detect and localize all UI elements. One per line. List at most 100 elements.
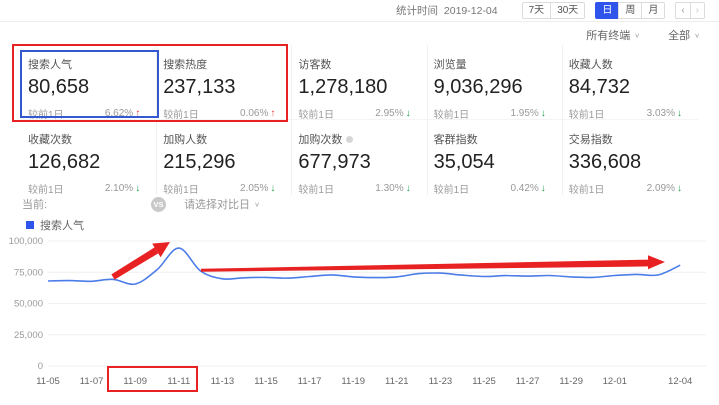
x-axis-tick-label: 11-13 [211, 376, 235, 387]
x-axis-tick-label: 11-25 [472, 376, 496, 387]
metric-label: 浏览量 [433, 59, 467, 71]
next-button[interactable]: › [689, 2, 705, 19]
metric-card-7[interactable]: 加购人数 215,296 较前1日 2.05% ↓ [157, 120, 293, 196]
compare-period-label: 较前1日 [298, 110, 334, 121]
metric-label: 访客数 [298, 59, 332, 71]
trend-down-icon: ↓ [540, 183, 546, 194]
compare-period-label: 较前1日 [568, 110, 605, 121]
topbar: 统计时间 2019-12-04 7天 30天 日周月 ‹ › [0, 0, 719, 22]
metric-value: 237,133 [163, 76, 236, 98]
range-button-3[interactable]: 日 [595, 2, 620, 19]
metric-card-8[interactable]: 加购次数 677,973 较前1日 1.30% ↓ [292, 120, 428, 196]
chevron-down-icon: ∨ [694, 31, 700, 39]
metric-card-4[interactable]: 浏览量 9,036,296 较前1日 1.95% ↓ [427, 45, 563, 121]
range-button-2[interactable]: 30天 [550, 2, 586, 19]
trend-down-icon: ↓ [135, 183, 141, 194]
metric-card-10[interactable]: 交易指数 336,608 较前1日 2.09% ↓ [562, 120, 698, 196]
change-percent: 0.06% [240, 108, 269, 119]
x-axis-tick-label: 11-07 [80, 376, 104, 387]
chevron-down-icon: ∨ [254, 200, 260, 208]
trend-down-icon: ↓ [405, 183, 411, 194]
vs-icon: VS [151, 196, 167, 212]
trend-down-icon: ↓ [540, 108, 546, 119]
chart-legend: 搜索人气 [26, 217, 84, 233]
change-percent: 0.42% [510, 183, 539, 194]
change-percent: 2.09% [646, 183, 675, 194]
compare-period-label: 较前1日 [433, 110, 470, 121]
metric-value: 84,732 [568, 76, 630, 98]
chevron-down-icon: ∨ [634, 31, 641, 39]
compare-period-label: 较前1日 [28, 110, 64, 121]
metric-label: 搜索热度 [163, 59, 208, 71]
category-filter-dropdown[interactable]: 全部 ∨ [668, 27, 700, 43]
category-filter-label: 全部 [668, 30, 691, 42]
x-axis-tick-label: 11-17 [298, 376, 322, 387]
metric-label: 客群指数 [433, 134, 478, 146]
metric-label: 搜索人气 [28, 59, 72, 71]
stat-time: 统计时间 2019-12-04 [396, 3, 498, 18]
terminal-filter-label: 所有终端 [586, 30, 631, 42]
y-axis-tick-label: 25,000 [14, 330, 43, 341]
range-button-5[interactable]: 月 [641, 2, 666, 19]
prev-button[interactable]: ‹ [675, 2, 691, 19]
y-axis-tick-label: 50,000 [14, 299, 43, 310]
compare-period-label: 较前1日 [298, 185, 334, 196]
y-axis-tick-label: 0 [38, 361, 43, 372]
legend-label: 搜索人气 [40, 220, 84, 232]
metric-value: 80,658 [28, 76, 90, 98]
metric-value: 1,278,180 [298, 76, 388, 98]
pager-group: ‹ › [675, 2, 705, 19]
metric-label: 交易指数 [568, 134, 613, 146]
legend-swatch [26, 221, 34, 229]
metric-card-6[interactable]: 收藏次数 126,682 较前1日 2.10% ↓ [22, 120, 158, 196]
y-axis-tick-label: 75,000 [14, 267, 43, 278]
metric-card-9[interactable]: 客群指数 35,054 较前1日 0.42% ↓ [427, 120, 563, 196]
x-axis-tick-label: 11-21 [385, 376, 409, 387]
terminal-filter-dropdown[interactable]: 所有终端 ∨ [586, 27, 640, 43]
x-axis-tick-label: 11-05 [36, 376, 60, 387]
stat-time-label: 统计时间 [395, 5, 438, 17]
trend-up-icon: ↑ [270, 108, 276, 119]
search-popularity-line [47, 247, 681, 286]
metric-value: 126,682 [28, 151, 101, 173]
range-group-unit: 日周月 [595, 2, 666, 19]
compare-period-label: 较前1日 [163, 185, 199, 196]
x-axis-tick-label: 11-15 [254, 376, 278, 387]
change-percent: 3.03% [646, 108, 675, 119]
info-icon[interactable] [346, 135, 354, 143]
metric-value: 215,296 [163, 151, 236, 173]
metric-card-1[interactable]: 搜索人气 80,658 较前1日 6.62% ↑ [22, 45, 158, 121]
metric-label: 收藏次数 [28, 134, 72, 146]
trend-chart: 100,000 75,000 50,000 25,000 0 11-05 11-07 11-0… [0, 232, 719, 400]
change-percent: 2.10% [104, 183, 134, 194]
metric-value: 336,608 [568, 151, 642, 173]
change-percent: 2.95% [375, 108, 404, 119]
filter-row: 所有终端 ∨ 全部 ∨ [586, 26, 700, 44]
compare-date-select-label: 请选择对比日 [184, 199, 251, 211]
compare-period-label: 较前1日 [163, 110, 199, 121]
trend-down-icon: ↓ [676, 183, 682, 194]
change-percent: 1.30% [375, 183, 404, 194]
stat-date: 2019-12-04 [443, 5, 498, 17]
compare-date-select[interactable]: 请选择对比日 ∨ [184, 196, 260, 212]
metric-label: 收藏人数 [568, 59, 613, 71]
metric-label: 加购人数 [163, 134, 208, 146]
range-group-days: 7天 30天 [521, 2, 586, 19]
metrics-grid: 搜索人气 80,658 较前1日 6.62% ↑ 搜索热度 237,133 较前1日 0.06%… [22, 45, 698, 196]
compare-period-label: 较前1日 [28, 185, 64, 196]
compare-period-label: 较前1日 [433, 185, 470, 196]
compare-bar: 当前: VS 请选择对比日 ∨ [22, 196, 260, 212]
metric-card-3[interactable]: 访客数 1,278,180 较前1日 2.95% ↓ [292, 45, 428, 121]
trend-up-icon: ↑ [135, 108, 141, 119]
x-axis-tick-label: 11-09 [123, 376, 147, 387]
change-percent: 6.62% [104, 108, 134, 119]
range-button-4[interactable]: 周 [618, 2, 643, 19]
range-button-1[interactable]: 7天 [521, 2, 552, 19]
metric-card-2[interactable]: 搜索热度 237,133 较前1日 0.06% ↑ [157, 45, 293, 121]
x-axis-tick-label: 12-01 [603, 376, 627, 387]
metric-label: 加购次数 [298, 134, 343, 146]
line-chart-svg: 100,000 75,000 50,000 25,000 0 11-05 11-07 11-0… [9, 236, 706, 387]
metric-card-5[interactable]: 收藏人数 84,732 较前1日 3.03% ↓ [562, 45, 698, 121]
metric-value: 9,036,296 [433, 76, 523, 98]
metric-value: 677,973 [298, 151, 371, 173]
